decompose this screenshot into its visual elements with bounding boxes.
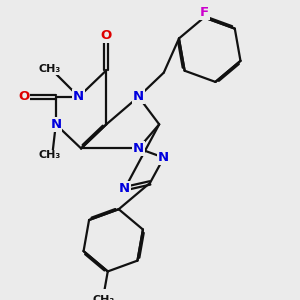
Text: N: N	[50, 118, 62, 131]
Text: F: F	[200, 6, 208, 19]
Text: CH₃: CH₃	[39, 64, 61, 74]
Text: N: N	[133, 90, 144, 103]
Text: O: O	[18, 90, 29, 103]
Text: N: N	[73, 90, 84, 103]
Text: N: N	[158, 151, 169, 164]
Text: N: N	[119, 182, 130, 195]
Text: CH₃: CH₃	[39, 150, 61, 160]
Text: O: O	[101, 29, 112, 42]
Text: CH₃: CH₃	[92, 295, 115, 300]
Text: N: N	[133, 142, 144, 155]
